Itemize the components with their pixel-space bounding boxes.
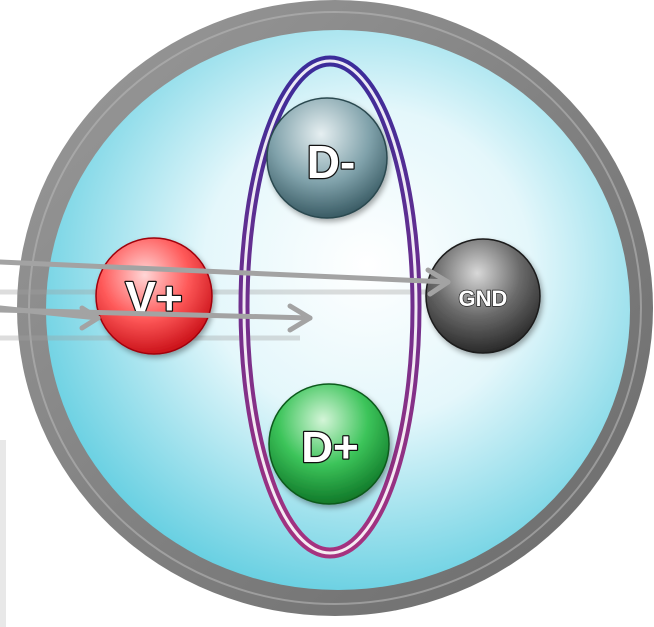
arrow-right-icon	[0, 259, 451, 333]
connector-ring-highlight	[28, 11, 642, 605]
connector-inner-face	[46, 30, 630, 590]
arrow-to-gnd-head	[425, 267, 451, 297]
background-panel	[0, 440, 6, 627]
pin-d-plus-circle	[268, 383, 390, 505]
pin-gnd-label: GND	[459, 286, 508, 311]
pin-d-minus-circle	[266, 97, 388, 219]
arrow-to-gnd	[0, 259, 451, 285]
pin-gnd-circle	[425, 238, 541, 354]
data-pair-loop-inner	[242, 59, 418, 555]
pin-d-minus-label: D-	[307, 136, 356, 188]
arrow-to-vplus-head	[79, 305, 101, 331]
pin-d-plus-label: D+	[301, 423, 358, 472]
pin-d-minus	[266, 97, 388, 219]
pin-d-plus	[268, 383, 390, 505]
arrow-to-data-pair-head	[287, 303, 313, 333]
arrow-to-vplus	[0, 305, 101, 321]
pin-gnd	[425, 238, 541, 354]
